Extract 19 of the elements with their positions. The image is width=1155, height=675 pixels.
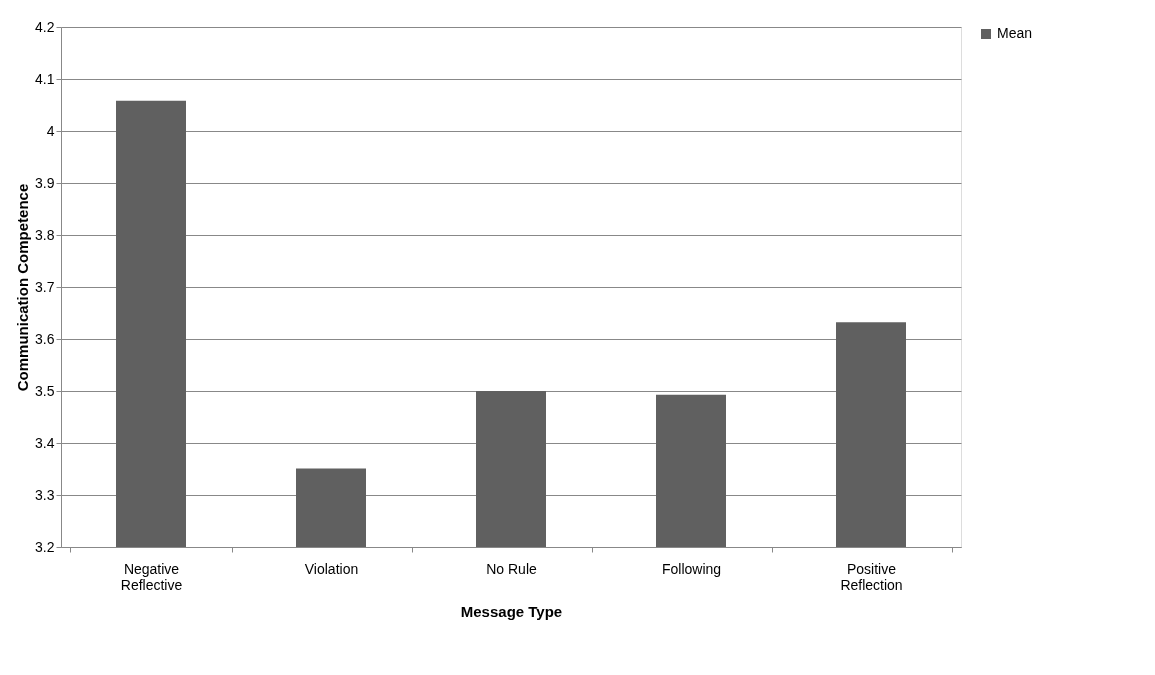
y-tick-label: 3.3 [35,486,55,503]
y-tick-label: 3.2 [35,538,55,555]
y-tick-label: 3.5 [35,382,55,399]
y-tick-label: 4.2 [35,18,55,35]
legend-label: Mean [997,25,1033,41]
x-tick-label: Violation [304,560,359,577]
y-tick-label: 3.6 [35,330,55,347]
y-tick-label: 3.4 [35,434,55,451]
y-tick-label: 3.7 [35,278,55,295]
y-tick-label: 3.9 [35,174,55,191]
x-tick-label: Negative Reflective [120,560,183,593]
y-tick-label: 3.8 [35,226,55,243]
x-tick-label: Positive Reflection [840,560,903,593]
y-tick-label: 4 [46,122,55,139]
x-tick-label: No Rule [486,560,537,577]
x-tick-label: Following [661,560,722,577]
y-tick-label: 4.1 [35,70,55,87]
x-axis-title: Message Type [460,602,563,620]
y-axis-title: Communication Competence [14,183,32,392]
